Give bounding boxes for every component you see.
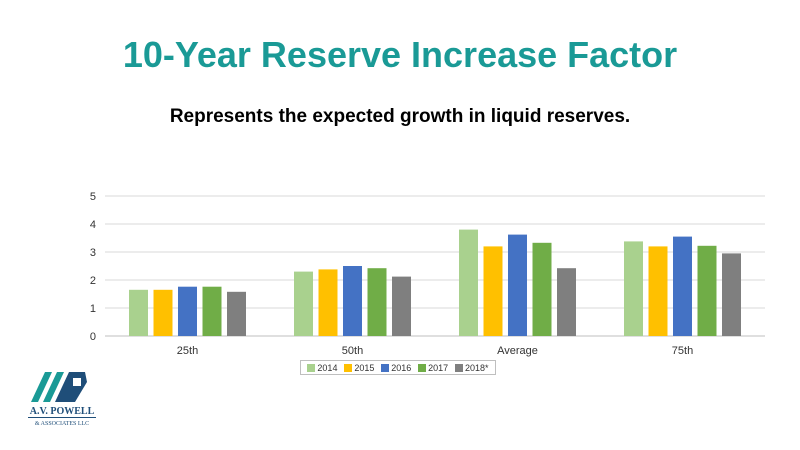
bar-2017-75th <box>697 245 717 336</box>
bar-2015-average <box>483 246 503 336</box>
legend-label: 2015 <box>354 362 375 373</box>
legend-swatch <box>344 363 353 372</box>
bar-2016-average <box>508 234 527 336</box>
legend-label: 2017 <box>428 362 449 373</box>
legend-swatch <box>418 363 427 372</box>
legend-label: 2018* <box>464 362 489 373</box>
legend-item: 2014 <box>307 363 337 373</box>
y-tick-label: 2 <box>90 275 96 287</box>
bar-2017-25th <box>202 286 222 336</box>
bar-2016-25th <box>178 286 197 336</box>
bar-2016-75th <box>673 236 692 336</box>
x-category-label: 50th <box>342 345 363 357</box>
logo-name: A.V. POWELL <box>30 406 95 417</box>
legend-swatch <box>307 363 316 372</box>
y-tick-label: 1 <box>90 303 96 315</box>
bar-2017-50th <box>367 268 387 336</box>
y-tick-label: 0 <box>90 331 96 343</box>
legend-item: 2017 <box>418 363 448 373</box>
x-category-label: Average <box>497 345 538 357</box>
x-axis-categories: 25th 50th Average 75th <box>177 345 693 357</box>
bar-2015-50th <box>318 269 338 336</box>
chart-legend: 2014 2015 2016 2017 2018* <box>300 360 496 375</box>
legend-item: 2016 <box>381 363 411 373</box>
legend-swatch <box>454 363 463 372</box>
bar-2014-50th <box>294 271 313 336</box>
y-tick-label: 4 <box>90 219 96 231</box>
legend-label: 2014 <box>317 362 338 373</box>
bar-2015-75th <box>648 246 668 336</box>
bar-2014-25th <box>129 289 148 336</box>
page-title: 10-Year Reserve Increase Factor <box>122 34 678 75</box>
bar-2018-25th <box>227 291 246 336</box>
y-tick-label: 3 <box>90 247 96 259</box>
bars <box>129 229 741 336</box>
x-category-label: 25th <box>177 345 198 357</box>
x-category-label: 75th <box>672 345 693 357</box>
bar-2014-average <box>459 229 478 336</box>
bar-2018-average <box>557 268 576 336</box>
bar-2015-25th <box>153 289 173 336</box>
legend-swatch <box>381 363 390 372</box>
bar-2017-average <box>532 242 552 336</box>
legend-item: 2018* <box>454 362 489 373</box>
y-axis-ticks: 0 1 2 3 4 5 <box>90 191 96 343</box>
legend-label: 2016 <box>391 362 412 373</box>
bar-2018-50th <box>392 276 411 336</box>
y-tick-label: 5 <box>90 191 96 203</box>
page-subtitle: Represents the expected growth in liquid… <box>169 106 631 127</box>
bar-2016-50th <box>343 266 362 336</box>
legend-item: 2015 <box>344 363 374 373</box>
logo-tagline: & ASSOCIATES LLC <box>35 421 89 427</box>
bar-2014-75th <box>624 241 643 336</box>
bar-2018-75th <box>722 253 741 336</box>
company-logo: A.V. POWELL & ASSOCIATES LLC <box>28 372 96 427</box>
